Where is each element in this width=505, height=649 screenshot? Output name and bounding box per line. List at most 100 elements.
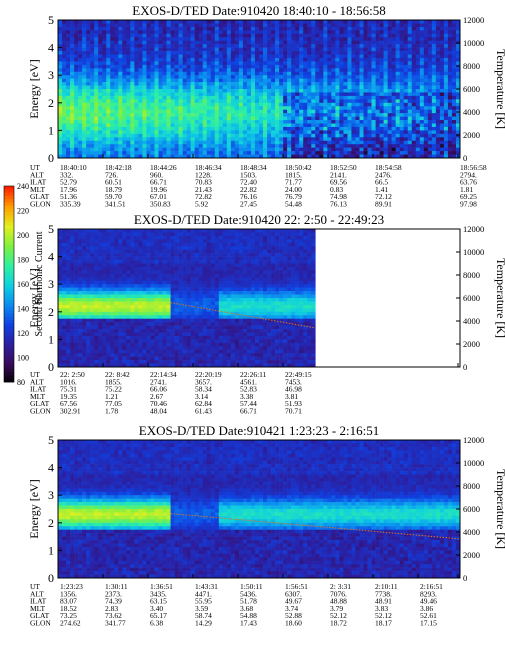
heatmap-cell: [122, 318, 127, 323]
heatmap-cell: [174, 123, 179, 128]
heatmap-cell: [226, 89, 232, 93]
heatmap-cell: [134, 246, 139, 250]
chart-title: EXOS-D/TED Date:910420 22: 2:50 - 22:49:…: [134, 212, 384, 227]
heatmap-cell: [254, 130, 260, 135]
heatmap-cell: [375, 130, 380, 135]
heatmap-cell: [363, 130, 368, 135]
heatmap-cell: [427, 92, 433, 97]
heatmap-cell: [331, 64, 336, 69]
heatmap-cell: [58, 346, 63, 351]
heatmap-cell: [154, 116, 159, 121]
heatmap-cell: [162, 126, 167, 131]
heatmap-cell: [70, 253, 75, 257]
heatmap-cell: [90, 126, 95, 131]
heatmap-cell: [66, 284, 71, 288]
heatmap-cell: [443, 85, 449, 90]
heatmap-cell: [134, 99, 139, 104]
heatmap-cell: [291, 147, 296, 152]
heatmap-cell: [106, 61, 111, 66]
heatmap-cell: [206, 33, 212, 38]
heatmap-cell: [134, 329, 139, 333]
heatmap-cell: [403, 57, 409, 62]
heatmap-cell: [150, 57, 155, 62]
heatmap-cell: [198, 75, 204, 79]
heatmap-cell: [271, 40, 276, 45]
heatmap-cell: [254, 37, 260, 41]
heatmap-cell: [142, 263, 147, 268]
heatmap-cell: [259, 40, 264, 45]
heatmap-cell: [94, 113, 99, 117]
heatmap-cell: [142, 23, 147, 28]
heatmap-cell: [74, 51, 79, 55]
heatmap-cell: [70, 246, 75, 250]
heatmap-cell: [443, 137, 449, 142]
orbit-cell: 1503.: [240, 170, 257, 179]
heatmap-cell: [110, 140, 115, 145]
heatmap-cell: [295, 44, 300, 48]
heatmap-cell: [254, 140, 260, 145]
heatmap-cell: [359, 106, 364, 110]
heatmap-cell: [86, 151, 91, 155]
heatmap-cell: [110, 126, 115, 131]
heatmap-cell: [74, 249, 79, 254]
heatmap-cell: [66, 40, 71, 45]
heatmap-cell: [90, 61, 95, 66]
heatmap-cell: [263, 37, 268, 41]
heatmap-cell: [126, 47, 131, 52]
heatmap-cell: [447, 126, 453, 131]
heatmap-cell: [295, 133, 300, 138]
heatmap-cell: [375, 126, 380, 131]
heatmap-cell: [234, 133, 240, 138]
heatmap-cell: [142, 20, 147, 24]
heatmap-cell: [102, 325, 107, 330]
heatmap-cell: [130, 75, 135, 79]
heatmap-cell: [122, 151, 127, 155]
heatmap-cell: [134, 280, 139, 285]
heatmap-cell: [74, 61, 79, 66]
heatmap-cell: [182, 82, 187, 86]
heatmap-cell: [130, 82, 135, 86]
heatmap-cell: [218, 33, 224, 38]
heatmap-cell: [78, 40, 83, 45]
heatmap-cell: [106, 26, 111, 31]
heatmap-cell: [138, 54, 143, 59]
heatmap-cell: [134, 260, 139, 264]
heatmap-cell: [455, 137, 461, 142]
heatmap-cell: [303, 37, 308, 41]
heatmap-cell: [114, 242, 119, 247]
heatmap-cell: [182, 68, 187, 73]
heatmap-cell: [451, 23, 457, 28]
heatmap-cell: [339, 23, 344, 28]
heatmap-cell: [70, 92, 75, 97]
heatmap-cell: [311, 89, 316, 93]
heatmap-cell: [190, 102, 195, 107]
heatmap-cell: [323, 71, 328, 76]
heatmap-cell: [339, 20, 344, 24]
heatmap-cell: [190, 23, 195, 28]
heatmap-cell: [142, 78, 147, 83]
heatmap-cell: [218, 147, 224, 152]
heatmap-cell: [343, 133, 348, 138]
heatmap-cell: [142, 44, 147, 48]
heatmap-cell: [70, 256, 75, 261]
heatmap-cell: [162, 68, 167, 73]
heatmap-cell: [307, 71, 312, 76]
heatmap-cell: [150, 123, 155, 128]
heatmap-cell: [170, 151, 175, 155]
heatmap-cell: [435, 23, 441, 28]
heatmap-cell: [383, 71, 388, 76]
heatmap-cell: [351, 151, 356, 155]
heatmap-cell: [118, 301, 123, 306]
heatmap-cell: [82, 116, 87, 121]
heatmap-cell: [263, 109, 268, 114]
heatmap-cell: [283, 102, 288, 107]
heatmap-cell: [98, 78, 103, 83]
heatmap-cell: [90, 329, 95, 333]
heatmap-cell: [166, 47, 171, 52]
heatmap-cell: [202, 140, 208, 145]
heatmap-cell: [122, 229, 127, 233]
heatmap-cell: [106, 37, 111, 41]
heatmap-cell: [307, 109, 312, 114]
heatmap-cell: [230, 57, 236, 62]
heatmap-cell: [451, 30, 457, 35]
